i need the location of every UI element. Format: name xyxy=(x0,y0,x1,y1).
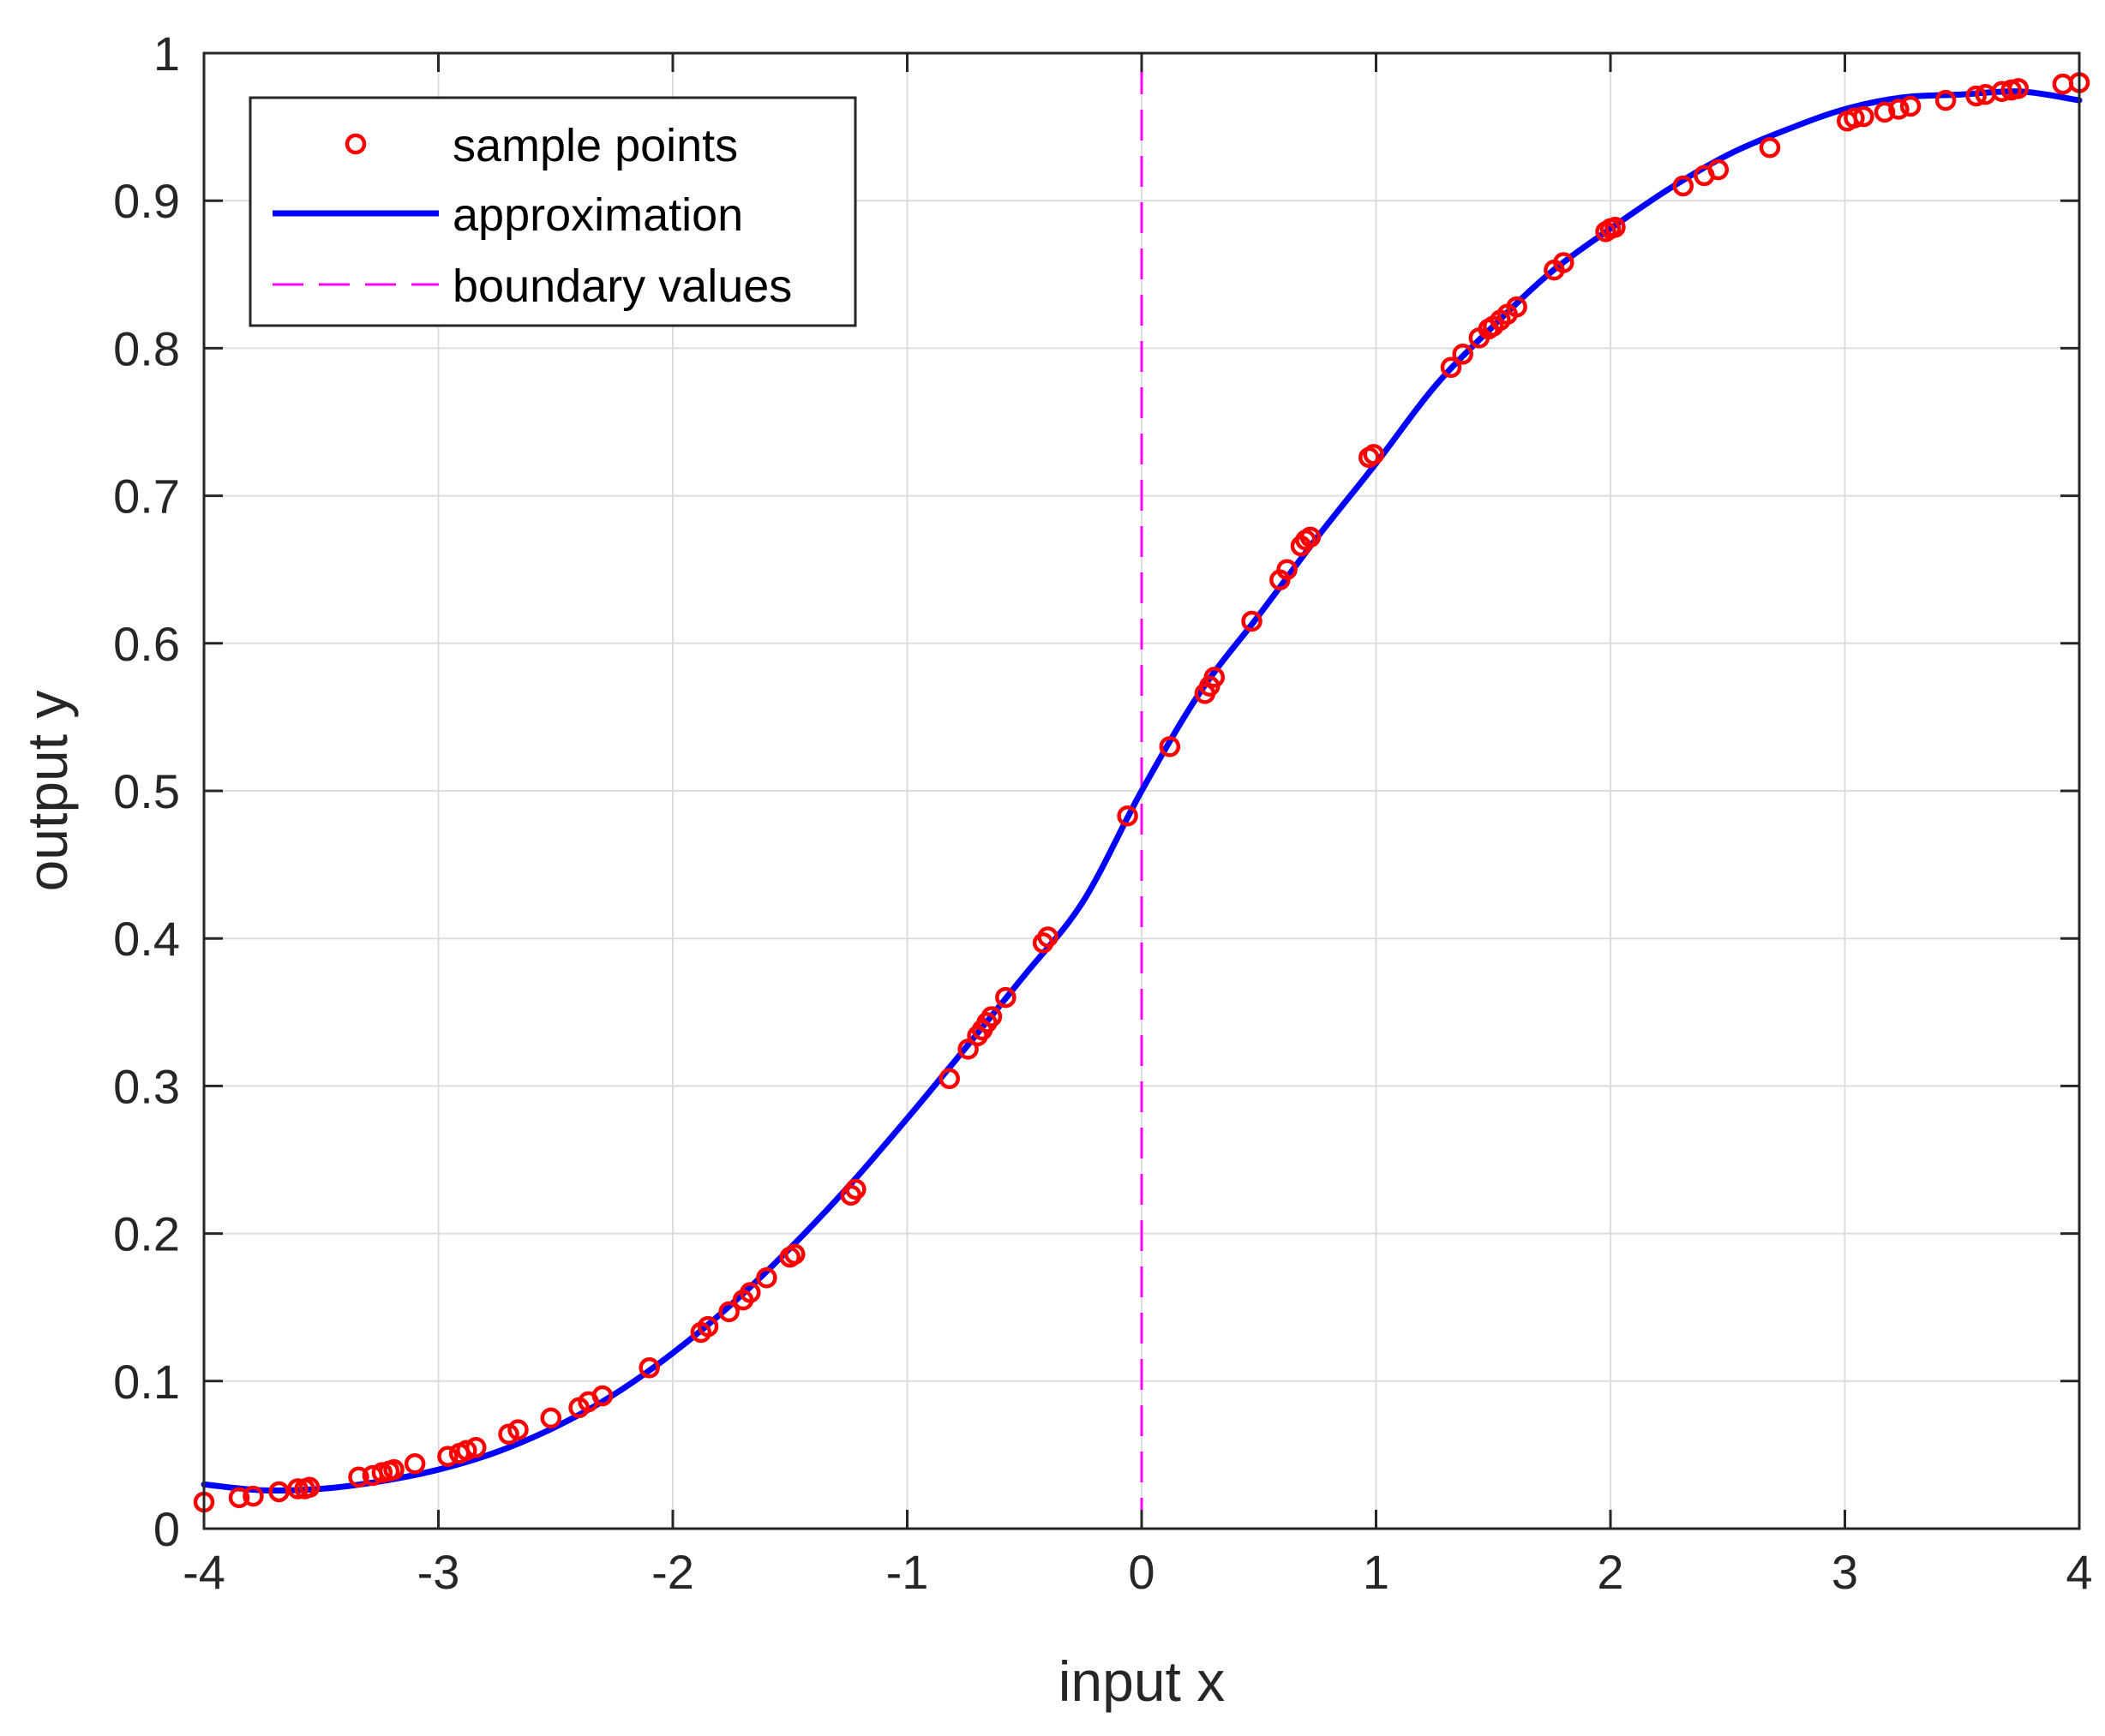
sample-point xyxy=(1888,99,1910,120)
sample-point xyxy=(1604,216,1626,238)
sample-point xyxy=(243,1485,264,1507)
sample-point xyxy=(1934,89,1957,111)
sample-point xyxy=(507,1419,529,1440)
ticks xyxy=(202,51,2081,1530)
sample-point xyxy=(268,1481,290,1503)
sample-point xyxy=(939,1068,960,1090)
sample-point xyxy=(1553,252,1574,273)
tick-labels: -4 -3 -2 -1 0 1 2 3 4 0 0.1 0.2 0.3 0.4 0.5 0.6 0.7 0.8 0.… xyxy=(113,27,2092,1599)
x-axis-label: input x xyxy=(1058,1649,1225,1713)
x-tick-label: -2 xyxy=(651,1545,694,1599)
approximation-line xyxy=(201,88,2083,1494)
x-tick-label: -3 xyxy=(417,1545,460,1599)
y-tick-label: 0.1 xyxy=(113,1355,180,1409)
sample-point xyxy=(1965,85,1987,107)
y-tick-label: 0.2 xyxy=(113,1207,180,1261)
x-tick-label: -1 xyxy=(886,1545,929,1599)
sample-point xyxy=(1363,444,1385,465)
sample-point xyxy=(1440,356,1462,379)
sample-point xyxy=(540,1407,562,1429)
sample-point xyxy=(228,1487,250,1509)
sample-point xyxy=(383,1458,405,1481)
sample-point xyxy=(1672,175,1694,197)
y-tick-label: 0 xyxy=(153,1502,180,1556)
sample-point xyxy=(1707,159,1730,181)
sample-point xyxy=(1506,296,1527,318)
sample-point xyxy=(981,1006,1003,1027)
sample-point xyxy=(718,1301,740,1323)
x-tick-label: 3 xyxy=(1832,1545,1858,1599)
sample-point xyxy=(1759,136,1781,159)
sample-point xyxy=(404,1452,426,1475)
y-tick-label: 0.4 xyxy=(113,912,180,966)
sample-point xyxy=(1874,101,1896,123)
sample-point xyxy=(465,1437,487,1458)
sample-point xyxy=(845,1178,867,1200)
sample-point xyxy=(1844,107,1865,129)
y-tick-label: 0.6 xyxy=(113,617,180,671)
sample-point xyxy=(639,1357,660,1379)
sample-point xyxy=(783,1243,806,1265)
legend: sample points approximation boundary val… xyxy=(249,96,857,327)
sample-point xyxy=(1037,926,1058,948)
sample-point xyxy=(1899,95,1922,117)
x-tick-label: -4 xyxy=(183,1545,225,1599)
sample-point xyxy=(1159,736,1181,757)
y-tick-label: 0.5 xyxy=(113,764,180,818)
sample-point xyxy=(697,1315,719,1338)
sample-point xyxy=(1452,344,1473,365)
y-tick-label: 0.8 xyxy=(113,321,180,375)
sample-point xyxy=(1853,105,1874,128)
sample-point xyxy=(2007,78,2030,99)
sample-point xyxy=(1276,559,1298,580)
sample-point xyxy=(1299,526,1322,548)
x-tick-label: 0 xyxy=(1128,1545,1154,1599)
y-tick-label: 1 xyxy=(153,27,180,81)
legend-label-boundary-values: boundary values xyxy=(453,260,792,312)
x-tick-label: 4 xyxy=(2066,1545,2092,1599)
sample-point xyxy=(591,1385,614,1407)
sample-point xyxy=(1117,805,1138,827)
sample-point xyxy=(437,1446,459,1467)
sample-point xyxy=(298,1476,321,1499)
sample-point xyxy=(1203,667,1226,688)
sample-point xyxy=(995,986,1017,1009)
y-tick-label: 0.9 xyxy=(113,174,180,228)
approximation-layer xyxy=(201,88,2083,1494)
sample-point xyxy=(756,1267,777,1289)
y-tick-label: 0.3 xyxy=(113,1059,180,1113)
x-tick-label: 1 xyxy=(1363,1545,1389,1599)
sample-point xyxy=(1241,610,1262,632)
sample-point xyxy=(348,1466,369,1488)
sample-point xyxy=(456,1440,477,1461)
legend-label-approximation: approximation xyxy=(453,189,743,241)
y-tick-label: 0.7 xyxy=(113,470,180,524)
y-axis-label: output y xyxy=(15,691,79,892)
legend-label-sample-points: sample points xyxy=(453,120,738,171)
legend-marker-sample-points xyxy=(345,133,367,155)
x-tick-label: 2 xyxy=(1597,1545,1623,1599)
sample-point xyxy=(740,1282,761,1303)
sample-point xyxy=(287,1478,309,1500)
